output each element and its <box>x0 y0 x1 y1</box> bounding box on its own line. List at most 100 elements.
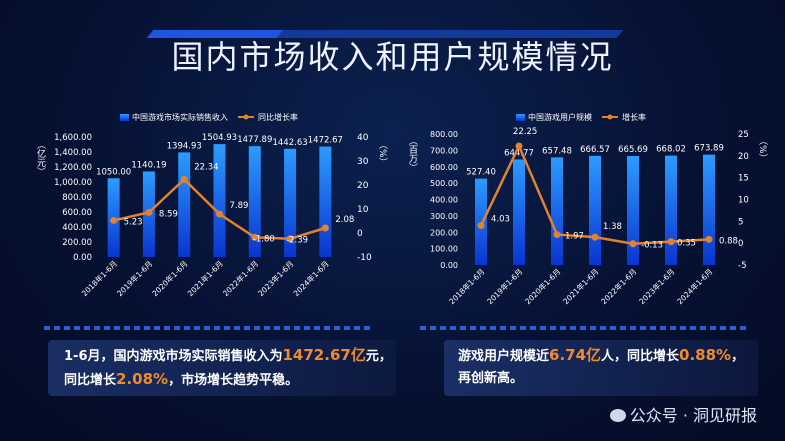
left-axis-tick: 0.00 <box>73 253 92 263</box>
bar-value-label: 657.48 <box>542 146 572 156</box>
left-axis-label: （百万） <box>407 136 418 172</box>
x-tick-label: 2019年1-6月 <box>485 266 525 306</box>
bar <box>475 178 487 265</box>
bar <box>551 157 563 265</box>
line-point <box>286 235 294 243</box>
bar <box>627 155 639 265</box>
line-point <box>667 238 675 246</box>
bar <box>319 146 332 257</box>
line-value-label: -0.13 <box>641 241 663 251</box>
legend-bar-swatch <box>120 114 129 121</box>
left-axis-tick: 800.00 <box>430 130 458 139</box>
wechat-icon <box>609 409 626 422</box>
x-tick-label: 2023年1-6月 <box>256 258 296 298</box>
legend-line-marker <box>607 114 613 120</box>
bar <box>513 159 525 265</box>
left-summary: 1-6月，国内游戏市场实际销售收入为1472.67亿元， 同比增长2.08%，市… <box>48 340 396 396</box>
left-axis-tick: 0.00 <box>440 261 458 270</box>
right-axis-tick: 25 <box>738 130 749 140</box>
right-axis-tick: 30 <box>357 157 369 167</box>
left-axis-tick: 400.00 <box>430 196 458 205</box>
right-axis-label: （%） <box>377 140 388 167</box>
x-tick-label: 2018年1-6月 <box>79 258 119 298</box>
line-value-label: 1.97 <box>565 232 584 242</box>
left-panel-deco <box>44 326 374 330</box>
line-point <box>515 142 523 150</box>
bar-value-label: 644.77 <box>504 148 534 158</box>
line-point <box>180 175 188 183</box>
line-value-label: 8.59 <box>159 209 178 219</box>
bar-value-label: 1394.93 <box>167 141 202 151</box>
x-tick-label: 2019年1-6月 <box>115 258 155 298</box>
right-axis-tick: 10 <box>357 205 369 215</box>
line-point <box>251 233 259 241</box>
bar <box>248 146 261 257</box>
right-axis-tick: 0 <box>738 239 743 249</box>
right-axis-tick: 10 <box>738 196 749 206</box>
line-value-label: -1.80 <box>253 234 275 244</box>
bar-value-label: 1504.93 <box>202 133 237 143</box>
bar <box>703 154 715 265</box>
bar-value-label: 665.69 <box>618 145 648 155</box>
line-point <box>216 210 223 218</box>
line-point <box>321 224 329 232</box>
left-axis-tick: 500.00 <box>430 179 458 188</box>
left-axis-tick: 700.00 <box>430 146 458 155</box>
left-axis-tick: 300.00 <box>430 212 458 221</box>
right-axis-tick: 20 <box>357 181 369 191</box>
legend-line-label: 同比增长率 <box>258 112 298 122</box>
bar-value-label: 666.57 <box>580 145 610 155</box>
line-value-label: 0.35 <box>677 239 696 249</box>
bar <box>589 155 601 265</box>
right-axis-tick: 15 <box>738 174 749 184</box>
line-point <box>145 208 153 216</box>
right-summary: 游戏用户规模近6.74亿人，同比增长0.88%， 再创新高。 <box>444 340 758 396</box>
line-point <box>705 235 713 243</box>
x-tick-label: 2024年1-6月 <box>291 258 331 298</box>
left-axis-tick: 1,000.00 <box>54 178 92 188</box>
bar <box>284 148 297 257</box>
x-tick-label: 2020年1-6月 <box>150 258 190 298</box>
legend-bar-label: 中国游戏用户规模 <box>528 112 592 122</box>
x-tick-label: 2021年1-6月 <box>185 258 225 298</box>
left-axis-tick: 400.00 <box>62 223 92 233</box>
legend-line-label: 增长率 <box>622 112 646 122</box>
x-tick-label: 2024年1-6月 <box>675 266 715 306</box>
line-point <box>477 222 485 230</box>
right-axis-label: （%） <box>757 136 768 163</box>
left-axis-tick: 200.00 <box>62 238 92 248</box>
watermark: 公众号 · 洞见研报 <box>609 402 757 426</box>
right-axis-tick: 20 <box>738 152 749 162</box>
right-axis-tick: 5 <box>738 217 743 227</box>
x-tick-label: 2023年1-6月 <box>637 266 677 306</box>
line-value-label: 7.89 <box>230 201 249 211</box>
bar-value-label: 1050.00 <box>96 167 131 177</box>
right-axis-tick: -5 <box>738 261 746 271</box>
line-point <box>629 240 637 248</box>
left-axis-tick: 600.00 <box>430 163 458 172</box>
right-axis-tick: 0 <box>357 229 363 239</box>
line-value-label: 22.34 <box>194 162 218 172</box>
line-value-label: 4.03 <box>491 215 510 225</box>
x-tick-label: 2018年1-6月 <box>447 266 487 306</box>
x-tick-label: 2021年1-6月 <box>561 266 601 306</box>
line-value-label: 2.08 <box>335 215 354 225</box>
right-axis-tick: -10 <box>357 253 372 263</box>
line-point <box>110 216 118 224</box>
left-axis-label: （亿元） <box>35 140 46 176</box>
bar-value-label: 668.02 <box>656 145 686 155</box>
left-axis-tick: 1,400.00 <box>54 148 92 158</box>
right-axis-tick: 40 <box>357 133 369 143</box>
legend-bar-label: 中国游戏市场实际销售收入 <box>132 112 228 122</box>
x-tick-label: 2020年1-6月 <box>523 266 563 306</box>
page-title: 国内市场收入和用户规模情况 <box>171 38 614 76</box>
x-tick-label: 2022年1-6月 <box>220 258 260 298</box>
left-axis-tick: 1,600.00 <box>54 133 92 143</box>
line-value-label: 5.23 <box>124 217 143 227</box>
legend-bar-swatch <box>516 114 525 121</box>
bar-value-label: 673.89 <box>694 144 724 154</box>
line-value-label: 22.25 <box>513 127 537 137</box>
bar-value-label: 1140.19 <box>131 160 166 170</box>
line-value-label: 0.88 <box>719 236 738 246</box>
